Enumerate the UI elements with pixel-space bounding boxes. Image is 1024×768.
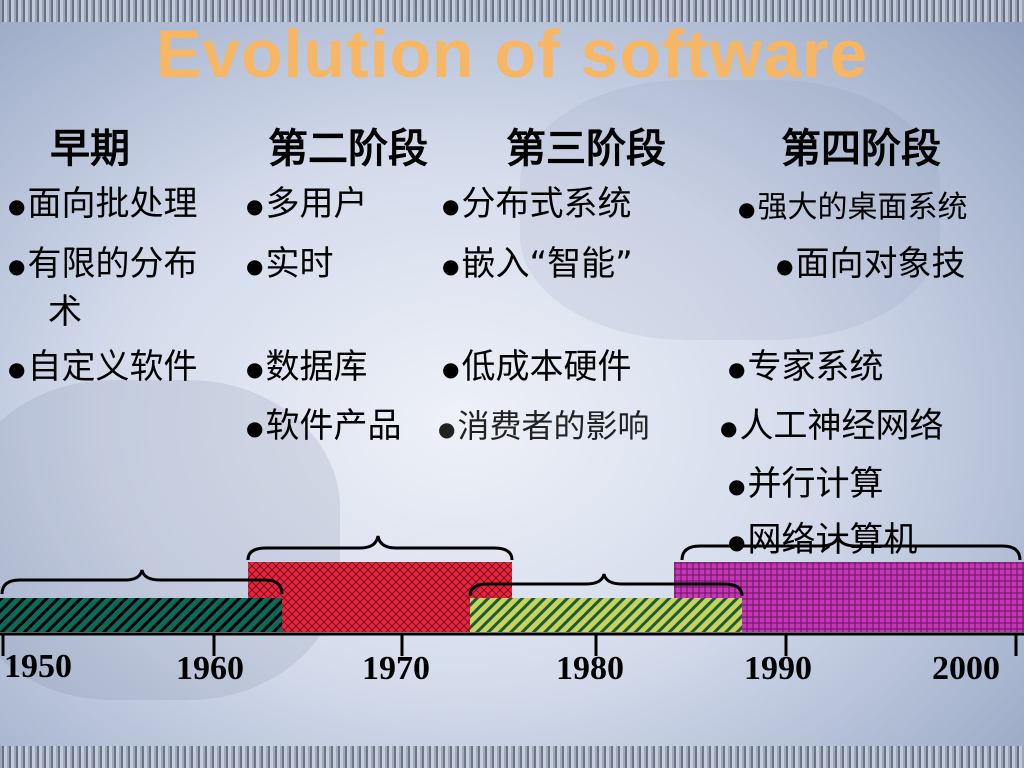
year-label: 1980 (556, 650, 624, 687)
brace-early (0, 569, 284, 595)
year-label: 2000 (932, 650, 1000, 687)
brace-fourth-stage (680, 535, 1022, 561)
header-fourth-stage: 第四阶段 (781, 126, 941, 172)
list-item: ●并行计算 (728, 464, 884, 504)
era-bar-early (0, 598, 282, 632)
brace-second-stage (246, 535, 514, 561)
year-label: 1990 (744, 650, 812, 687)
year-label: 1950 (4, 648, 72, 685)
timeline (0, 535, 1024, 656)
header-early: 早期 (50, 126, 130, 172)
list-item: ●消费者的影响 (438, 407, 650, 445)
list-item: ●面向对象技 (776, 244, 966, 284)
list-item: ●嵌入“智能” (442, 244, 633, 284)
era-bar-third-stage (470, 598, 742, 632)
list-item: ●分布式系统 (442, 184, 632, 224)
list-item: ●多用户 (246, 184, 368, 224)
list-item: ●强大的桌面系统 (738, 190, 968, 225)
header-third-stage: 第三阶段 (506, 126, 666, 172)
list-item: ●实时 (246, 244, 334, 284)
chain-border-bottom (0, 746, 1024, 768)
year-label: 1960 (176, 650, 244, 687)
timeline-ticks (1, 634, 1018, 656)
list-item: ●数据库 (246, 347, 368, 387)
chain-border-top (0, 0, 1024, 22)
list-item: ●网络计算机 (728, 520, 918, 560)
brace-third-stage (468, 573, 744, 597)
list-item: ●自定义软件 (8, 347, 198, 387)
list-item: ●人工神经网络 (720, 406, 944, 446)
list-item: ●低成本硬件 (442, 347, 632, 387)
list-item: ●软件产品 (246, 406, 402, 446)
list-item: ●面向批处理 (8, 184, 198, 224)
background-wall-shape (520, 80, 940, 340)
list-item: ●有限的分布 (8, 244, 198, 284)
slide-title: Evolution of software (155, 16, 869, 92)
year-label: 1970 (362, 650, 430, 687)
header-second-stage: 第二阶段 (268, 126, 428, 172)
list-item-continuation: 术 (48, 292, 82, 332)
background-wall-shape (0, 380, 340, 700)
era-bar-second-stage (248, 562, 512, 632)
list-item: ●专家系统 (728, 347, 884, 387)
